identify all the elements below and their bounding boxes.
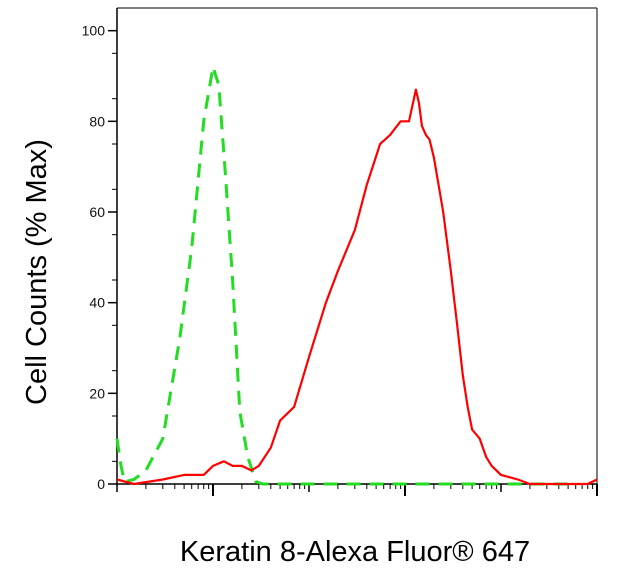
isotype-control-curve [115, 65, 569, 486]
y-tick-label: 60 [89, 204, 105, 220]
y-tick-label: 100 [82, 23, 106, 39]
y-axis-label: Cell Counts (% Max) [21, 139, 53, 405]
y-tick-label: 40 [89, 295, 105, 311]
y-tick-label: 20 [89, 385, 105, 401]
series-layer [115, 65, 598, 486]
y-tick-label: 80 [89, 113, 105, 129]
y-tick-label: 0 [97, 476, 105, 492]
axes: 0 20 40 60 80 100 [82, 7, 598, 496]
x-axis-label: Keratin 8-Alexa Fluor® 647 [180, 536, 530, 568]
keratin-8-curve [116, 88, 598, 486]
